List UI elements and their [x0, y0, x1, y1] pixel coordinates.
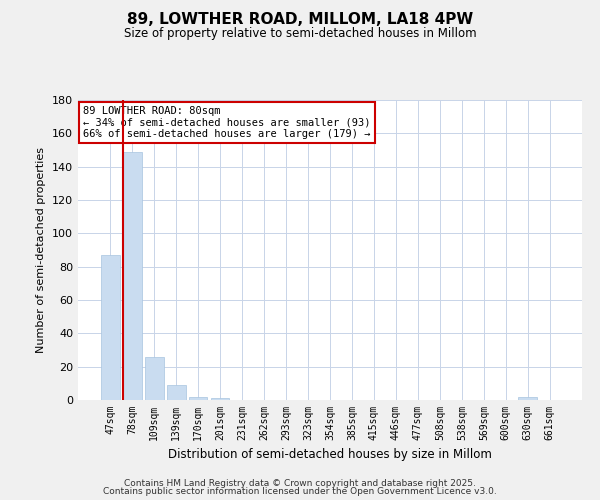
- Text: Contains public sector information licensed under the Open Government Licence v3: Contains public sector information licen…: [103, 487, 497, 496]
- Bar: [101, 255, 119, 400]
- Text: Contains HM Land Registry data © Crown copyright and database right 2025.: Contains HM Land Registry data © Crown c…: [124, 478, 476, 488]
- Bar: [123, 152, 142, 400]
- Text: 89, LOWTHER ROAD, MILLOM, LA18 4PW: 89, LOWTHER ROAD, MILLOM, LA18 4PW: [127, 12, 473, 28]
- Bar: [167, 385, 185, 400]
- Y-axis label: Number of semi-detached properties: Number of semi-detached properties: [37, 147, 46, 353]
- X-axis label: Distribution of semi-detached houses by size in Millom: Distribution of semi-detached houses by …: [168, 448, 492, 462]
- Text: Size of property relative to semi-detached houses in Millom: Size of property relative to semi-detach…: [124, 28, 476, 40]
- Bar: [145, 356, 164, 400]
- Bar: [211, 398, 229, 400]
- Text: 89 LOWTHER ROAD: 80sqm
← 34% of semi-detached houses are smaller (93)
66% of sem: 89 LOWTHER ROAD: 80sqm ← 34% of semi-det…: [83, 106, 371, 139]
- Bar: [189, 396, 208, 400]
- Bar: [518, 396, 537, 400]
